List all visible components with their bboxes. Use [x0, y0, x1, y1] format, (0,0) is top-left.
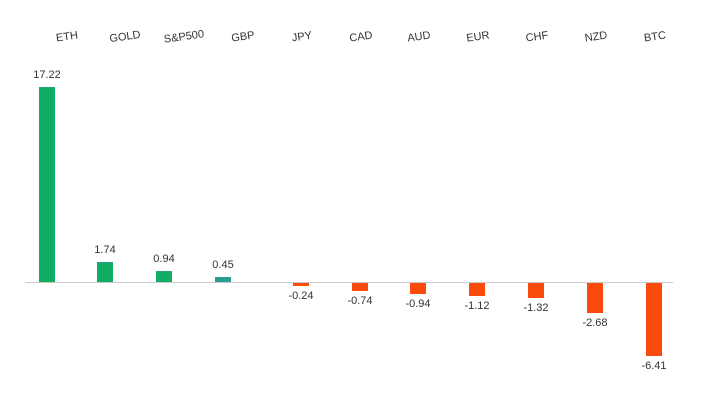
bar-sp500[interactable] — [156, 271, 172, 282]
bar-value-label-sp500: 0.94 — [153, 253, 175, 265]
bar-value-label-aud: -0.94 — [405, 298, 431, 310]
bar-nzd[interactable] — [587, 283, 603, 313]
x-axis-tick-label-eur: EUR — [465, 29, 491, 45]
bar-value-label-eur: -1.12 — [464, 300, 490, 312]
bar-chf[interactable] — [528, 283, 544, 298]
bar-eth[interactable] — [39, 87, 55, 282]
x-axis-baseline — [25, 282, 673, 283]
bar-value-label-gbp: 0.45 — [212, 259, 234, 271]
bar-value-label-gold: 1.74 — [94, 244, 116, 256]
x-axis-tick-label-aud: AUD — [406, 29, 432, 45]
bar-eur[interactable] — [469, 283, 485, 296]
x-axis-tick-label-gold: GOLD — [109, 28, 142, 46]
bar-jpy[interactable] — [293, 283, 309, 286]
x-axis-tick-label-sp500: S&P500 — [163, 28, 205, 46]
x-axis-tick-label-btc: BTC — [642, 29, 667, 45]
x-axis-tick-label-cad: CAD — [348, 29, 373, 45]
bar-value-label-nzd: -2.68 — [582, 317, 608, 329]
bar-gbp[interactable] — [215, 277, 231, 282]
bar-gold[interactable] — [97, 262, 113, 282]
x-axis-tick-label-nzd: NZD — [583, 29, 608, 45]
bar-btc[interactable] — [646, 283, 662, 356]
bar-cad[interactable] — [352, 283, 368, 291]
x-axis-tick-label-jpy: JPY — [290, 29, 313, 45]
bar-value-label-cad: -0.74 — [347, 295, 373, 307]
x-axis-tick-label-eth: ETH — [54, 29, 79, 45]
bar-value-label-chf: -1.32 — [523, 302, 549, 314]
bar-value-label-eth: 17.22 — [33, 69, 61, 81]
bar-value-label-jpy: -0.24 — [288, 290, 314, 302]
x-axis-tick-label-gbp: GBP — [230, 29, 256, 45]
x-axis-tick-label-chf: CHF — [524, 29, 549, 45]
bar-aud[interactable] — [410, 283, 426, 294]
bar-value-label-btc: -6.41 — [641, 360, 667, 372]
